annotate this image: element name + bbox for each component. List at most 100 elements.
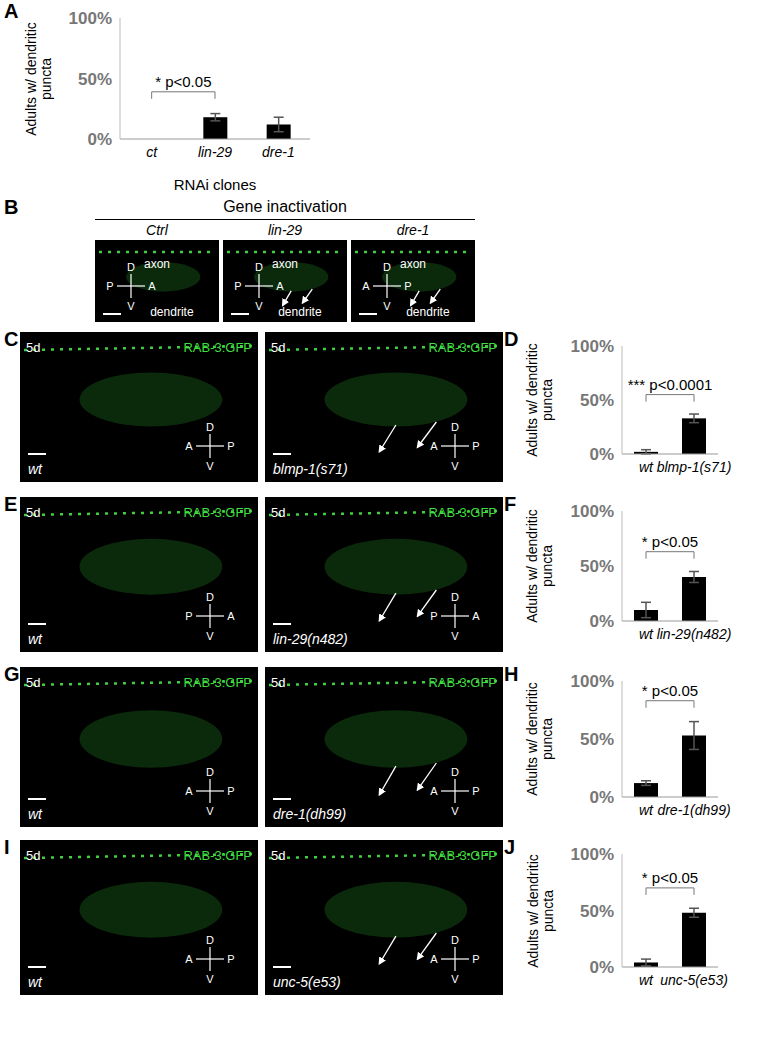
svg-text:A: A — [148, 280, 156, 292]
svg-text:axon: axon — [144, 257, 170, 271]
svg-text:wt: wt — [639, 972, 654, 988]
svg-text:lin-29: lin-29 — [198, 144, 232, 160]
svg-text:5d: 5d — [271, 675, 285, 690]
svg-text:dendrite: dendrite — [278, 305, 322, 319]
svg-text:* p<0.05: * p<0.05 — [155, 73, 211, 90]
svg-text:wt: wt — [639, 626, 654, 642]
svg-text:D: D — [255, 261, 263, 273]
svg-text:5d: 5d — [271, 848, 285, 863]
svg-text:D: D — [451, 934, 459, 946]
svg-text:* p<0.05: * p<0.05 — [642, 869, 698, 886]
svg-text:P: P — [472, 440, 479, 452]
svg-text:50%: 50% — [78, 70, 112, 89]
svg-text:lin-29(n482): lin-29(n482) — [273, 631, 348, 647]
svg-text:wt: wt — [28, 461, 43, 477]
svg-text:RAB-3:GFP: RAB-3:GFP — [428, 340, 497, 355]
svg-text:RAB-3:GFP: RAB-3:GFP — [428, 505, 497, 520]
svg-text:100%: 100% — [69, 9, 112, 28]
svg-text:D: D — [451, 766, 459, 778]
svg-text:RAB-3:GFP: RAB-3:GFP — [183, 848, 252, 863]
svg-text:P: P — [404, 280, 411, 292]
svg-text:* p<0.05: * p<0.05 — [642, 682, 698, 699]
svg-text:50%: 50% — [580, 902, 614, 921]
svg-text:P: P — [185, 610, 192, 622]
svg-text:5d: 5d — [26, 675, 40, 690]
svg-text:P: P — [472, 953, 479, 965]
svg-text:V: V — [383, 300, 391, 312]
svg-text:blmp-1(s71): blmp-1(s71) — [657, 459, 732, 475]
svg-text:D: D — [206, 934, 214, 946]
svg-text:V: V — [255, 300, 263, 312]
svg-text:0%: 0% — [589, 612, 614, 631]
svg-text:A: A — [227, 610, 235, 622]
svg-text:* p<0.05: * p<0.05 — [642, 533, 698, 550]
svg-text:100%: 100% — [571, 845, 614, 864]
svg-text:D: D — [206, 591, 214, 603]
svg-text:5d: 5d — [26, 340, 40, 355]
svg-text:A: A — [430, 785, 438, 797]
svg-text:axon: axon — [400, 257, 426, 271]
svg-text:0%: 0% — [589, 958, 614, 977]
svg-text:50%: 50% — [580, 557, 614, 576]
svg-text:5d: 5d — [271, 505, 285, 520]
svg-text:A: A — [362, 280, 370, 292]
svg-text:A: A — [430, 440, 438, 452]
svg-text:A: A — [185, 440, 193, 452]
svg-text:P: P — [227, 785, 234, 797]
svg-text:A: A — [430, 953, 438, 965]
svg-text:100%: 100% — [571, 672, 614, 691]
svg-text:V: V — [206, 805, 214, 817]
svg-text:D: D — [127, 261, 135, 273]
svg-text:RAB-3:GFP: RAB-3:GFP — [428, 675, 497, 690]
svg-text:D: D — [451, 591, 459, 603]
svg-text:0%: 0% — [589, 445, 614, 464]
svg-text:P: P — [106, 280, 113, 292]
svg-text:RAB-3:GFP: RAB-3:GFP — [183, 675, 252, 690]
svg-text:100%: 100% — [571, 337, 614, 356]
svg-text:unc-5(e53): unc-5(e53) — [273, 974, 341, 990]
svg-text:D: D — [206, 766, 214, 778]
svg-text:V: V — [206, 630, 214, 642]
svg-text:wt: wt — [28, 806, 43, 822]
svg-text:D: D — [206, 421, 214, 433]
svg-text:V: V — [451, 460, 459, 472]
svg-text:dre-1(dh99): dre-1(dh99) — [657, 802, 730, 818]
svg-text:wt: wt — [639, 802, 654, 818]
svg-text:P: P — [227, 440, 234, 452]
svg-text:wt: wt — [639, 459, 654, 475]
svg-text:wt: wt — [28, 974, 43, 990]
svg-text:V: V — [127, 300, 135, 312]
svg-text:0%: 0% — [87, 130, 112, 149]
svg-text:RAB-3:GFP: RAB-3:GFP — [183, 505, 252, 520]
svg-text:D: D — [383, 261, 391, 273]
svg-text:unc-5(e53): unc-5(e53) — [660, 972, 728, 988]
svg-text:5d: 5d — [26, 848, 40, 863]
svg-text:V: V — [206, 460, 214, 472]
svg-text:ct: ct — [146, 144, 158, 160]
svg-text:P: P — [234, 280, 241, 292]
svg-text:D: D — [451, 421, 459, 433]
svg-text:dre-1: dre-1 — [262, 144, 295, 160]
svg-text:V: V — [451, 630, 459, 642]
svg-text:A: A — [185, 953, 193, 965]
svg-text:5d: 5d — [26, 505, 40, 520]
svg-text:50%: 50% — [580, 391, 614, 410]
svg-text:blmp-1(s71): blmp-1(s71) — [273, 461, 348, 477]
svg-text:P: P — [227, 953, 234, 965]
svg-text:100%: 100% — [571, 502, 614, 521]
svg-text:P: P — [472, 785, 479, 797]
svg-text:dre-1(dh99): dre-1(dh99) — [273, 806, 346, 822]
svg-text:P: P — [430, 610, 437, 622]
svg-text:RAB-3:GFP: RAB-3:GFP — [428, 848, 497, 863]
svg-text:wt: wt — [28, 631, 43, 647]
svg-text:A: A — [472, 610, 480, 622]
svg-text:axon: axon — [272, 257, 298, 271]
svg-text:dendrite: dendrite — [406, 305, 450, 319]
svg-text:V: V — [206, 973, 214, 985]
svg-text:0%: 0% — [589, 788, 614, 807]
svg-text:50%: 50% — [580, 730, 614, 749]
svg-text:*** p<0.0001: *** p<0.0001 — [628, 376, 713, 393]
svg-text:RNAi clones: RNAi clones — [174, 176, 257, 193]
svg-text:V: V — [451, 805, 459, 817]
svg-text:V: V — [451, 973, 459, 985]
